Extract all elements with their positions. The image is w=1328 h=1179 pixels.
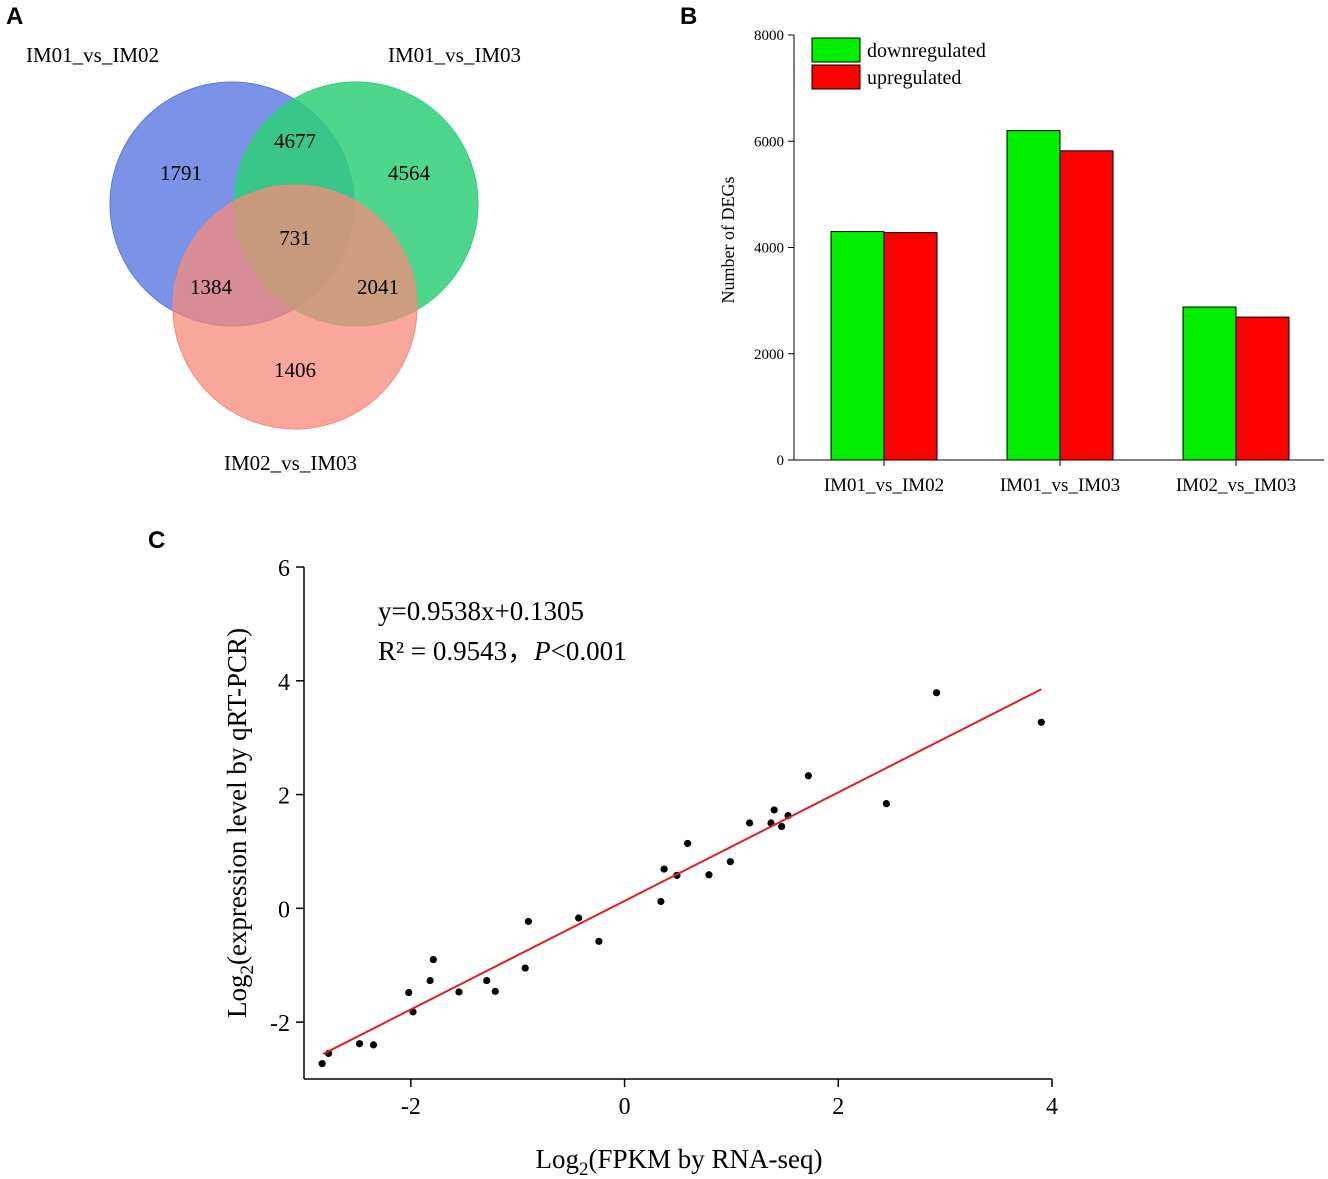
scatter-point [684, 839, 692, 848]
y-label-rest: (expression level by qRT-PCR) [222, 628, 252, 965]
bar-legend: downregulated upregulated [811, 37, 986, 90]
bar-downregulated-2 [1006, 130, 1061, 461]
scatter-y-tick-label: 6 [278, 556, 290, 582]
panel-label-c: C [148, 527, 165, 554]
scatter-y-tick-label: 0 [278, 897, 290, 923]
scatter-point [524, 917, 533, 926]
scatter-point [426, 976, 434, 985]
scatter-point [318, 1060, 326, 1068]
legend-swatch-downregulated [811, 37, 861, 63]
panel-label-a: A [6, 3, 23, 30]
bar-x-tick-label: IM01_vs_IM02 [824, 475, 944, 496]
x-label-sub: 2 [579, 1159, 589, 1179]
x-label-rest: (FPKM by RNA-seq) [588, 1144, 822, 1174]
bar-upregulated-2 [1059, 150, 1114, 461]
bar-upregulated-3 [1235, 316, 1290, 461]
legend-swatch-upregulated [811, 64, 861, 90]
venn-set-label-3: IM02_vs_IM03 [224, 451, 357, 475]
scatter-y-tick-label: 2 [278, 784, 290, 810]
bar-y-tick-label: 8000 [754, 28, 784, 44]
scatter-x-tick-label: -2 [401, 1094, 421, 1120]
bar-y-tick-label: 2000 [754, 347, 784, 363]
r-squared-value: R² = 0.9543， [378, 636, 534, 666]
scatter-y-tick-label: 4 [278, 670, 290, 696]
scatter-point [778, 822, 786, 831]
y-label-main: Log [222, 975, 252, 1019]
bar-upregulated-1 [883, 232, 938, 461]
venn-set-label-1: IM01_vs_IM02 [26, 43, 159, 67]
scatter-point [483, 976, 491, 985]
panel-label-b: B [680, 3, 697, 30]
scatter-x-axis: -2 0 2 4 [304, 1078, 1058, 1120]
legend-label-upregulated: upregulated [867, 67, 961, 89]
bar-y-axis-label: Number of DEGs [718, 177, 738, 304]
r-squared-text: R² = 0.9543，P<0.001 [378, 636, 627, 666]
bar-y-tick-label: 0 [777, 453, 785, 469]
scatter-y-axis-label: Log2(expression level by qRT-PCR) [222, 628, 258, 1018]
bar-y-tick-label: 6000 [754, 134, 784, 150]
scatter-point [770, 806, 778, 814]
legend-label-downregulated: downregulated [867, 40, 986, 62]
scatter-point [657, 897, 665, 906]
scatter-x-tick-label: 2 [832, 1094, 844, 1120]
scatter-point [369, 1041, 378, 1049]
bar-y-axis: 0 2000 4000 6000 8000 [754, 28, 795, 469]
venn-count-1-3: 1384 [190, 275, 233, 299]
scatter-panel: C -2 0 2 4 6 -2 0 2 4 y=0.9538x+0.1305 R² = 0.9… [148, 527, 1058, 1179]
venn-panel: A IM01_vs_IM02 IM01_vs_IM03 IM02_vs_IM03… [6, 3, 521, 475]
venn-count-2-3: 2041 [357, 275, 399, 299]
bar-x-tick-label: IM01_vs_IM03 [1000, 475, 1120, 496]
y-label-sub: 2 [237, 965, 258, 975]
venn-count-only-2: 4564 [388, 161, 431, 185]
bar-series [830, 130, 1290, 461]
scatter-point [804, 772, 812, 780]
scatter-x-tick-label: 0 [619, 1094, 631, 1120]
scatter-point [429, 955, 437, 964]
scatter-point [575, 914, 583, 922]
scatter-x-axis-label: Log2(FPKM by RNA-seq) [535, 1144, 822, 1179]
scatter-x-tick-label: 4 [1046, 1094, 1058, 1120]
bar-downregulated-1 [830, 231, 885, 461]
venn-set-label-2: IM01_vs_IM03 [388, 43, 521, 67]
scatter-point [932, 689, 941, 697]
scatter-y-axis: -2 0 2 4 6 [270, 556, 305, 1079]
scatter-points [318, 689, 1045, 1068]
scatter-y-tick-label: -2 [270, 1011, 290, 1037]
p-value: <0.001 [551, 636, 627, 666]
p-label: P [533, 636, 551, 666]
venn-count-all: 731 [279, 226, 311, 250]
scatter-point [882, 800, 890, 808]
scatter-point [726, 858, 734, 866]
scatter-point [521, 964, 529, 972]
venn-count-only-3: 1406 [274, 358, 316, 382]
scatter-point [1037, 718, 1045, 726]
bar-downregulated-3 [1182, 306, 1237, 461]
scatter-point [491, 987, 499, 995]
scatter-point [660, 865, 668, 873]
bar-x-axis: IM01_vs_IM02 IM01_vs_IM03 IM02_vs_IM03 [794, 459, 1324, 496]
bar-y-tick-label: 4000 [754, 241, 784, 257]
regression-line [322, 688, 1042, 1055]
scatter-point [355, 1040, 364, 1048]
scatter-point [455, 988, 463, 996]
scatter-point [405, 988, 413, 997]
scatter-point [745, 819, 754, 827]
x-label-main: Log [535, 1144, 579, 1174]
venn-count-1-2: 4677 [274, 129, 316, 153]
venn-circle-im02-vs-im03 [172, 184, 418, 430]
bar-x-tick-label: IM02_vs_IM03 [1176, 475, 1296, 496]
scatter-point [705, 871, 713, 879]
scatter-point [595, 937, 603, 945]
regression-equation: y=0.9538x+0.1305 [378, 596, 584, 626]
venn-count-only-1: 1791 [160, 161, 202, 185]
